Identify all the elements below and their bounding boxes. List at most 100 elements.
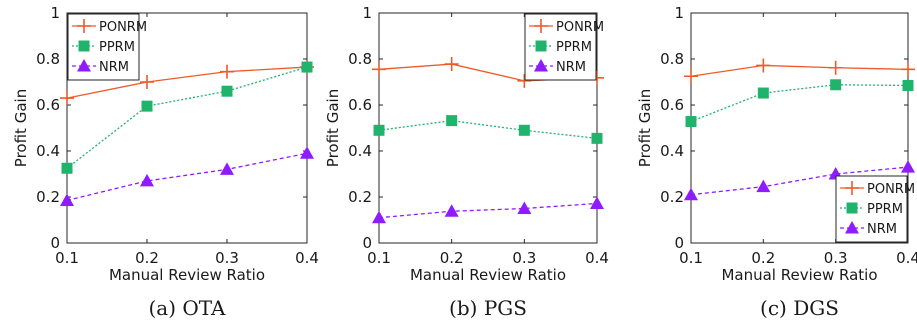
data-point-ponrm [756,58,771,73]
y-tick-label: 0.8 [348,50,372,68]
series-line-ponrm [66,66,308,99]
data-point-ponrm [901,62,915,77]
legend: PONRM PPRM NRM [524,13,604,81]
data-point-pprm [61,162,73,174]
chart-panel-3: 0 0.2 0.4 0.6 0.8 1 0.1 0.2 0.3 0.4 Manual Review … [636,4,917,320]
series-line-pprm [66,66,308,169]
data-point-pprm [373,124,385,136]
y-tick-label: 0.2 [36,188,60,206]
chart-panel-1: 0 0.2 0.4 0.6 0.8 1 0.1 0.2 0.3 0.4 Manual Review … [12,4,319,320]
y-tick-label: 0.4 [660,142,684,160]
plot-area [690,12,909,244]
panel-caption: (b) PGS [449,296,527,320]
data-point-ponrm [684,69,698,84]
x-tick-label: 0.2 [751,249,775,267]
legend-label: PONRM [556,20,604,35]
data-point-pprm [902,79,914,91]
data-point-pprm [141,100,153,112]
y-axis-label: Profit Gain [636,89,654,167]
data-point-ponrm [372,62,386,77]
x-tick-label: 0.3 [824,249,848,267]
data-point-nrm [300,146,314,159]
x-tick-label: 0.1 [367,249,391,267]
x-tick-label: 0.4 [896,249,917,267]
data-point-pprm [221,85,233,97]
series-pprm [373,115,603,144]
legend-marker-nrm [534,59,548,72]
legend-marker-nrm [845,221,859,234]
y-tick-label: 0.6 [660,96,684,114]
series-line-nrm [378,202,598,219]
y-tick-label: 0.2 [660,188,684,206]
y-tick-label: 0 [674,234,684,252]
legend-label: PONRM [99,20,147,35]
data-point-ponrm [517,73,532,88]
data-point-pprm [830,79,842,91]
y-tick-label: 0.6 [348,96,372,114]
x-axis-label: Manual Review Ratio [721,266,877,284]
legend-marker-pprm [535,40,547,52]
data-point-nrm [684,187,698,201]
plot-area [66,12,308,244]
data-point-nrm [372,210,386,224]
x-tick-label: 0.4 [295,249,319,267]
x-tick-label: 0.4 [585,249,609,267]
legend-label: NRM [99,60,129,75]
data-point-pprm [301,61,313,73]
data-point-ponrm [444,57,459,72]
legend-label: PONRM [867,182,915,197]
x-tick-label: 0.2 [135,249,159,267]
y-axis-label: Profit Gain [324,89,342,167]
legend-marker-pprm [846,202,858,214]
legend-label: NRM [867,222,897,237]
legend-marker-nrm [77,59,91,72]
data-point-pprm [591,132,603,144]
y-tick-label: 0.4 [36,142,60,160]
y-tick-label: 0 [362,234,372,252]
x-tick-label: 0.1 [55,249,79,267]
series-pprm [61,61,313,174]
y-tick-label: 0.8 [660,50,684,68]
series-ponrm [684,58,915,84]
legend-label: PPRM [867,202,903,217]
data-point-nrm [60,193,74,206]
x-axis-label: Manual Review Ratio [410,266,566,284]
data-point-nrm [590,196,604,209]
data-point-nrm [756,179,771,193]
legend-label: PPRM [99,40,135,55]
data-point-ponrm [828,60,843,75]
legend: PONRM PPRM NRM [835,175,915,243]
y-tick-label: 0 [50,234,60,252]
series-nrm [60,146,314,206]
series-line-pprm [690,84,909,123]
x-tick-label: 0.3 [215,249,239,267]
legend-label: NRM [556,60,586,75]
data-point-pprm [685,116,697,128]
series-line-ponrm [690,64,909,77]
y-tick-label: 0.6 [36,96,60,114]
series-line-nrm [66,152,308,202]
series-pprm [685,79,914,128]
x-tick-label: 0.1 [679,249,703,267]
x-tick-label: 0.3 [512,249,536,267]
data-point-ponrm [60,91,74,106]
y-axis-label: Profit Gain [12,89,30,167]
y-tick-label: 0.2 [348,188,372,206]
chart-panel-2: 0 0.2 0.4 0.6 0.8 1 0.1 0.2 0.3 0.4 Manual Review … [324,4,609,320]
data-point-nrm [140,173,154,187]
data-point-pprm [757,87,769,99]
series-nrm [372,196,604,224]
legend-marker-ponrm [845,181,859,195]
series-line-nrm [690,166,909,196]
series-line-pprm [378,119,598,139]
y-tick-label: 1 [50,4,60,22]
legend-label: PPRM [556,40,592,55]
panel-caption: (c) DGS [760,296,839,320]
data-point-nrm [220,162,234,175]
x-tick-label: 0.2 [440,249,464,267]
y-tick-label: 1 [362,4,372,22]
y-tick-label: 1 [674,4,684,22]
legend-marker-ponrm [77,19,91,33]
data-point-ponrm [220,64,234,79]
